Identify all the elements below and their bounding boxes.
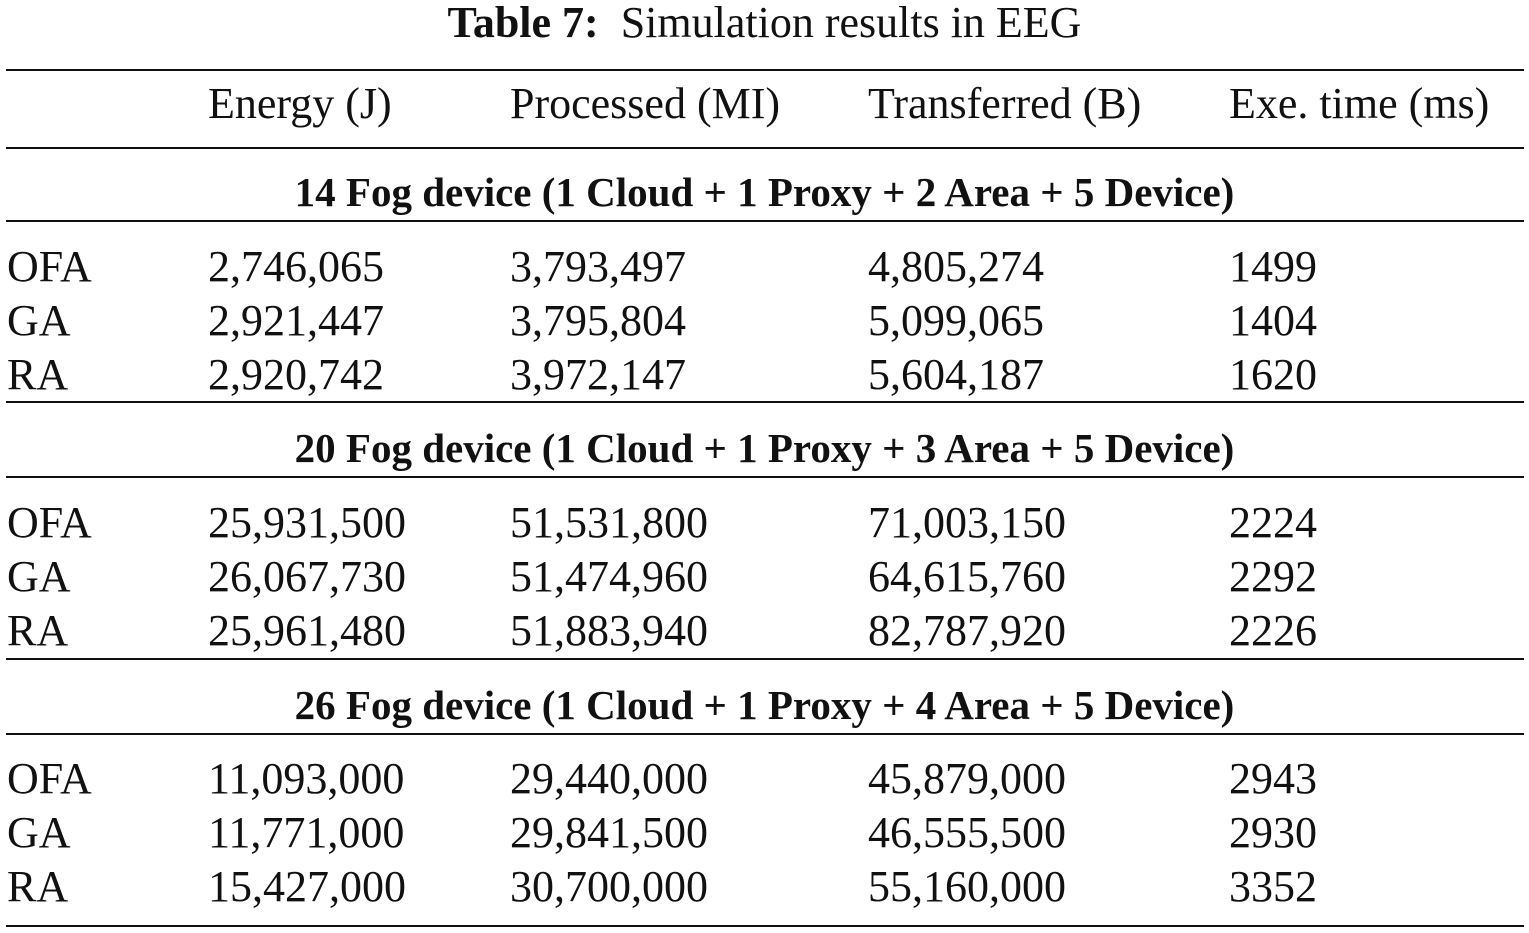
energy-cell: 11,093,000 <box>208 754 405 803</box>
method-cell: RA <box>7 606 69 655</box>
method-cell: RA <box>7 862 69 911</box>
table-row: GA 11,771,000 29,841,500 46,555,500 2930 <box>0 806 1529 860</box>
processed-cell: 51,474,960 <box>510 552 708 601</box>
group-separator-rule <box>6 401 1524 403</box>
table-row: GA 26,067,730 51,474,960 64,615,760 2292 <box>0 550 1529 604</box>
energy-cell: 2,920,742 <box>208 350 384 399</box>
transferred-cell: 46,555,500 <box>868 808 1066 857</box>
exe-time-cell: 1404 <box>1229 296 1317 345</box>
table-row: OFA 25,931,500 51,531,800 71,003,150 222… <box>0 496 1529 550</box>
exe-time-cell: 2930 <box>1229 808 1317 857</box>
exe-time-cell: 1499 <box>1229 242 1317 291</box>
transferred-cell: 71,003,150 <box>868 498 1066 547</box>
header-rule <box>6 147 1524 149</box>
exe-time-cell: 2943 <box>1229 754 1317 803</box>
exe-time-cell: 3352 <box>1229 862 1317 911</box>
table-row: OFA 2,746,065 3,793,497 4,805,274 1499 <box>0 240 1529 294</box>
energy-cell: 2,746,065 <box>208 242 384 291</box>
energy-cell: 15,427,000 <box>208 862 406 911</box>
exe-time-cell: 2226 <box>1229 606 1317 655</box>
processed-cell: 3,972,147 <box>510 350 686 399</box>
group-separator-rule <box>6 658 1524 660</box>
table-row: OFA 11,093,000 29,440,000 45,879,000 294… <box>0 752 1529 806</box>
method-cell: GA <box>7 296 71 345</box>
transferred-cell: 55,160,000 <box>868 862 1066 911</box>
processed-cell: 29,841,500 <box>510 808 708 857</box>
method-cell: OFA <box>7 498 92 547</box>
table-row: GA 2,921,447 3,795,804 5,099,065 1404 <box>0 294 1529 348</box>
header-cell-processed: Processed (MI) <box>510 79 781 128</box>
energy-cell: 11,771,000 <box>208 808 405 857</box>
table-caption: Table 7: Simulation results in EEG <box>0 0 1529 50</box>
caption-label: Table 7: <box>447 0 599 47</box>
energy-cell: 25,961,480 <box>208 606 406 655</box>
energy-cell: 25,931,500 <box>208 498 406 547</box>
processed-cell: 3,795,804 <box>510 296 686 345</box>
exe-time-cell: 1620 <box>1229 350 1317 399</box>
group-title: 26 Fog device (1 Cloud + 1 Proxy + 4 Are… <box>294 682 1235 728</box>
transferred-cell: 45,879,000 <box>868 754 1066 803</box>
method-cell: RA <box>7 350 69 399</box>
processed-cell: 3,793,497 <box>510 242 686 291</box>
group-title: 14 Fog device (1 Cloud + 1 Proxy + 2 Are… <box>294 169 1235 215</box>
group-rule <box>6 733 1524 735</box>
top-rule <box>6 69 1524 71</box>
group-title: 20 Fog device (1 Cloud + 1 Proxy + 3 Are… <box>294 425 1235 471</box>
method-cell: GA <box>7 808 71 857</box>
method-cell: OFA <box>7 754 92 803</box>
caption-text: Simulation results in EEG <box>620 0 1082 47</box>
transferred-cell: 4,805,274 <box>868 242 1044 291</box>
processed-cell: 51,883,940 <box>510 606 708 655</box>
processed-cell: 51,531,800 <box>510 498 708 547</box>
processed-cell: 29,440,000 <box>510 754 708 803</box>
header-cell-transferred: Transferred (B) <box>868 79 1142 128</box>
method-cell: GA <box>7 552 71 601</box>
bottom-rule <box>6 925 1524 927</box>
method-cell: OFA <box>7 242 92 291</box>
header-cell-energy: Energy (J) <box>208 79 392 128</box>
header-cell-exe-time: Exe. time (ms) <box>1229 79 1490 128</box>
transferred-cell: 64,615,760 <box>868 552 1066 601</box>
exe-time-cell: 2292 <box>1229 552 1317 601</box>
group-rule <box>6 476 1524 478</box>
transferred-cell: 5,099,065 <box>868 296 1044 345</box>
energy-cell: 26,067,730 <box>208 552 406 601</box>
table-row: RA 25,961,480 51,883,940 82,787,920 2226 <box>0 604 1529 658</box>
table-row: RA 2,920,742 3,972,147 5,604,187 1620 <box>0 348 1529 402</box>
energy-cell: 2,921,447 <box>208 296 384 345</box>
table-row: RA 15,427,000 30,700,000 55,160,000 3352 <box>0 860 1529 914</box>
group-rule <box>6 220 1524 222</box>
exe-time-cell: 2224 <box>1229 498 1317 547</box>
transferred-cell: 5,604,187 <box>868 350 1044 399</box>
header-row: Energy (J) Processed (MI) Transferred (B… <box>0 77 1529 131</box>
transferred-cell: 82,787,920 <box>868 606 1066 655</box>
processed-cell: 30,700,000 <box>510 862 708 911</box>
